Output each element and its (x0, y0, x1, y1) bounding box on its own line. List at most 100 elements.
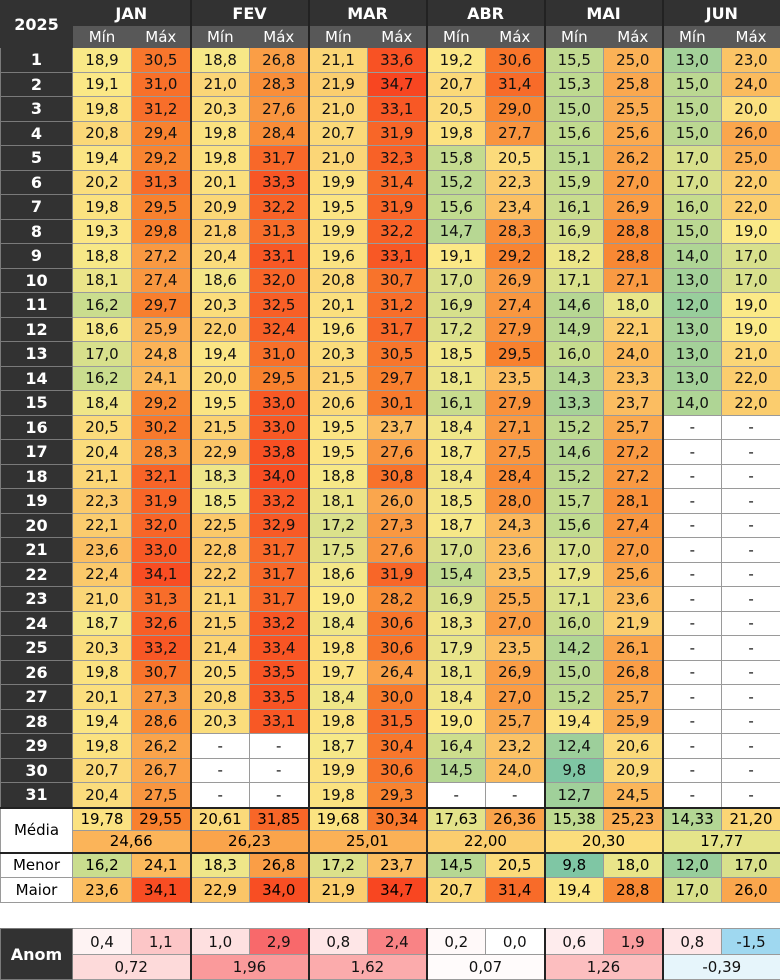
temp-min-cell: 15,6 (543, 512, 605, 538)
min-header: Mín (543, 25, 605, 48)
table-row: 3 19,8 31,2 20,3 27,6 21,0 33,1 20,5 29,0 15,0 25,… (0, 96, 780, 122)
temp-min-cell: 20,7 (307, 120, 369, 146)
max-header: Máx (603, 25, 664, 48)
media-min-cell: 20,61 (189, 806, 251, 831)
temp-max-cell: 20,0 (721, 96, 780, 122)
temp-max-cell: 28,4 (249, 120, 310, 146)
temp-max-cell: 27,9 (485, 390, 546, 416)
table-row: 13 17,0 24,8 19,4 31,0 20,3 30,5 18,5 29,5 16,0 24… (0, 341, 780, 367)
temp-min-cell: 21,5 (189, 414, 251, 440)
temp-max-cell: 21,9 (603, 610, 664, 636)
max-header: Máx (485, 25, 546, 48)
temp-max-cell: 30,7 (367, 267, 428, 293)
day-label: 7 (0, 194, 73, 220)
temp-max-cell: 23,4 (485, 194, 546, 220)
temp-max-cell: 26,8 (249, 47, 310, 73)
temp-min-cell: 17,1 (543, 267, 605, 293)
menor-min-cell: 17,2 (307, 851, 369, 878)
day-label: 25 (0, 635, 73, 661)
temp-max-cell: 25,9 (603, 708, 664, 734)
temp-min-cell: 16,2 (72, 292, 132, 318)
temp-max-cell: 27,2 (603, 463, 664, 489)
temp-min-cell: - (661, 414, 723, 440)
temp-max-cell: 24,1 (130, 365, 192, 391)
table-row: 8 19,3 29,8 21,8 31,3 19,9 32,2 14,7 28,3 16,9 28,… (0, 218, 780, 244)
maior-min-cell: 20,7 (425, 877, 487, 903)
temp-min-cell: - (189, 757, 251, 783)
temp-min-cell: 20,3 (307, 341, 369, 367)
temp-max-cell: 33,2 (130, 635, 192, 661)
temp-max-cell: 30,6 (367, 757, 428, 783)
temp-max-cell: 29,8 (130, 218, 192, 244)
temp-min-cell: 19,9 (307, 757, 369, 783)
temp-max-cell: 33,0 (130, 537, 192, 563)
temp-max-cell: 29,4 (130, 120, 192, 146)
temp-min-cell: 19,6 (307, 316, 369, 342)
temp-max-cell: 33,6 (367, 47, 428, 73)
table-row: 10 18,1 27,4 18,6 32,0 20,8 30,7 17,0 26,9 17,1 27… (0, 267, 780, 293)
table-row: 20 22,1 32,0 22,5 32,9 17,2 27,3 18,7 24,3 15,6 27… (0, 512, 780, 538)
temp-min-cell: 15,2 (425, 169, 487, 195)
table-row: 5 19,4 29,2 19,8 31,7 21,0 32,3 15,8 20,5 15,1 26,… (0, 145, 780, 171)
temp-max-cell: 23,7 (367, 414, 428, 440)
table-row: 11 16,2 29,7 20,3 32,5 20,1 31,2 16,9 27,4 14,6 18… (0, 292, 780, 318)
temp-max-cell: - (249, 782, 310, 808)
anom-overall-cell: 1,96 (189, 954, 309, 980)
temp-min-cell: 14,2 (543, 635, 605, 661)
temp-max-cell: 30,5 (367, 341, 428, 367)
temp-max-cell: 31,2 (367, 292, 428, 318)
temp-min-cell: 21,1 (307, 47, 369, 73)
temp-max-cell: 31,9 (130, 488, 192, 514)
temp-max-cell: 33,2 (249, 488, 310, 514)
temp-max-cell: - (721, 782, 780, 808)
anom-min-cell: 0,6 (543, 928, 604, 955)
temp-max-cell: 32,6 (130, 610, 192, 636)
temp-min-cell: 22,9 (189, 439, 251, 465)
temp-min-cell: - (661, 561, 723, 587)
temp-min-cell: 15,2 (543, 414, 605, 440)
temp-max-cell: 32,3 (367, 145, 428, 171)
temp-min-cell: 19,5 (189, 390, 251, 416)
temp-min-cell: 18,7 (72, 610, 132, 636)
min-header: Mín (661, 25, 723, 48)
temp-min-cell: 12,4 (543, 733, 605, 759)
temp-max-cell: 24,0 (603, 341, 664, 367)
temp-min-cell: 16,2 (72, 365, 132, 391)
temp-min-cell: 23,6 (72, 537, 132, 563)
maior-max-cell: 34,0 (249, 877, 310, 903)
temp-min-cell: - (661, 439, 723, 465)
temp-min-cell: 20,5 (425, 96, 487, 122)
temp-min-cell: 15,0 (661, 71, 723, 97)
temp-max-cell: 32,4 (249, 316, 310, 342)
day-label: 21 (0, 537, 73, 563)
temp-max-cell: 20,5 (485, 145, 546, 171)
day-label: 20 (0, 512, 73, 538)
temp-max-cell: 28,3 (249, 71, 310, 97)
temp-max-cell: - (721, 561, 780, 587)
temp-min-cell: 12,7 (543, 782, 605, 808)
temp-max-cell: 32,1 (130, 463, 192, 489)
temp-min-cell: 19,8 (72, 194, 132, 220)
min-max-header-row: Mín Máx Mín Máx Mín Máx Mín Máx Mín Máx Mín Máx (1, 25, 780, 48)
temp-max-cell: 27,6 (367, 537, 428, 563)
temp-min-cell: 17,9 (425, 635, 487, 661)
month-header-fev: FEV (189, 0, 310, 26)
temp-min-cell: 17,5 (307, 537, 369, 563)
menor-label: Menor (0, 851, 73, 878)
temp-min-cell: 18,6 (307, 561, 369, 587)
day-label: 17 (0, 439, 73, 465)
table-row: 17 20,4 28,3 22,9 33,8 19,5 27,6 18,7 27,5 14,6 27… (0, 439, 780, 465)
temp-min-cell: 17,0 (543, 537, 605, 563)
temp-min-cell: 16,0 (543, 341, 605, 367)
temp-max-cell: 27,5 (130, 782, 192, 808)
temp-min-cell: 19,1 (72, 71, 132, 97)
temp-min-cell: 20,4 (72, 782, 132, 808)
temp-max-cell: 29,7 (367, 365, 428, 391)
temp-min-cell: 16,1 (425, 390, 487, 416)
temp-min-cell: 18,4 (425, 463, 487, 489)
temp-max-cell: 31,7 (249, 586, 310, 612)
temp-max-cell: 33,0 (249, 414, 310, 440)
day-label: 24 (0, 610, 73, 636)
temp-max-cell: 25,5 (485, 586, 546, 612)
temp-max-cell: 20,6 (603, 733, 664, 759)
